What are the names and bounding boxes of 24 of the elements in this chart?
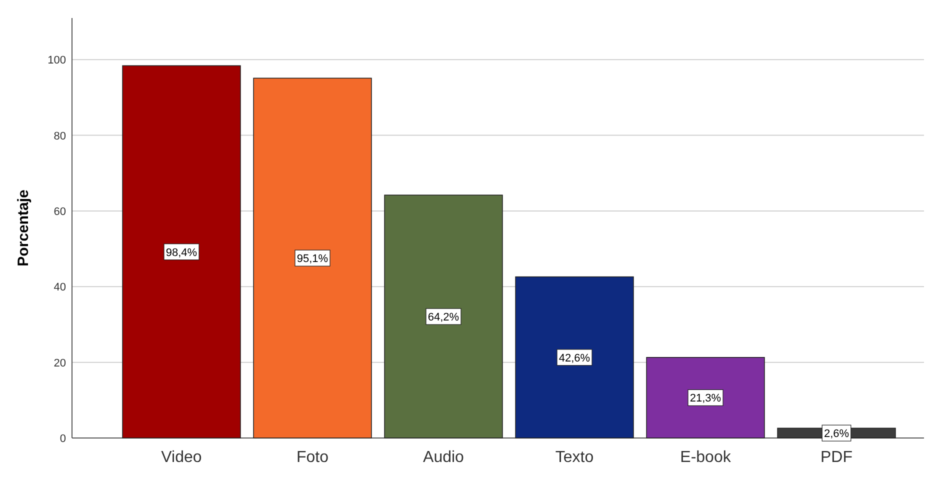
y-tick-label: 0 (60, 433, 66, 445)
data-label: 64,2% (428, 312, 460, 324)
x-tick-label: Video (161, 449, 202, 466)
y-tick-label: 100 (48, 54, 66, 67)
x-tick-label: Audio (423, 449, 464, 466)
data-label: 2,6% (824, 428, 850, 440)
x-tick-label: Texto (555, 449, 594, 466)
y-axis-title: Porcentaje (15, 190, 32, 266)
y-tick-label: 80 (54, 130, 66, 142)
data-label: 95,1% (296, 253, 328, 266)
x-tick-label: E-book (680, 449, 732, 466)
y-tick-label: 60 (54, 206, 66, 218)
bar (122, 65, 241, 438)
bar (253, 78, 372, 438)
data-label: 98,4% (166, 246, 198, 259)
y-tick-label: 40 (54, 282, 66, 294)
bar (646, 357, 765, 438)
data-label: 21,3% (690, 392, 722, 405)
x-tick-label: Foto (296, 449, 329, 466)
data-label: 42,6% (558, 352, 590, 364)
x-tick-label: PDF (820, 449, 853, 466)
bar (515, 276, 634, 438)
y-tick-label: 20 (54, 357, 66, 370)
bar (384, 194, 503, 438)
